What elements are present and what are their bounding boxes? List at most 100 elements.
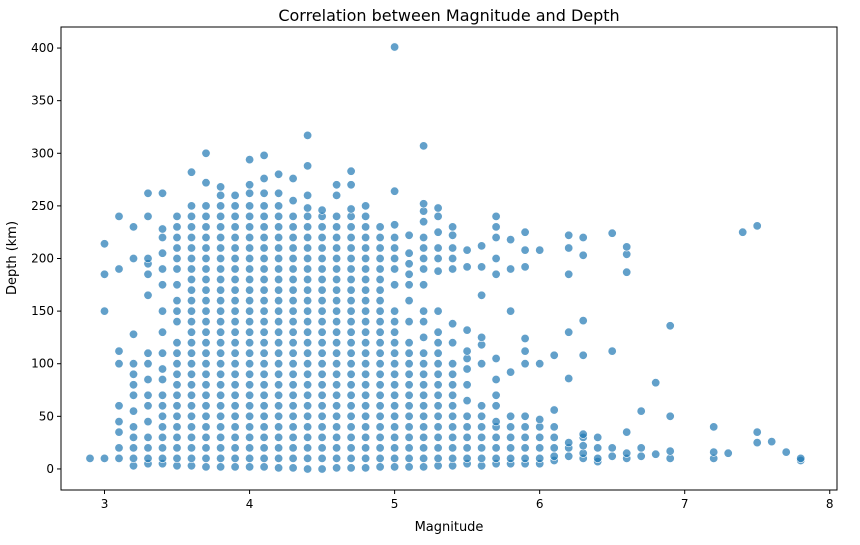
data-point xyxy=(419,280,429,290)
data-point xyxy=(259,338,269,348)
data-point xyxy=(100,453,110,463)
data-point xyxy=(404,259,414,269)
data-point xyxy=(578,316,588,326)
data-point xyxy=(317,254,327,264)
data-point xyxy=(332,254,342,264)
data-point xyxy=(245,338,255,348)
data-point xyxy=(187,327,197,337)
data-point xyxy=(564,243,574,253)
data-point xyxy=(216,306,226,316)
data-point xyxy=(433,401,443,411)
data-point xyxy=(361,443,371,453)
data-point xyxy=(317,327,327,337)
data-point xyxy=(419,380,429,390)
data-point xyxy=(462,422,472,432)
data-point xyxy=(303,264,313,274)
data-point xyxy=(462,364,472,374)
data-point xyxy=(288,264,298,274)
data-point xyxy=(375,369,385,379)
data-point xyxy=(172,233,182,243)
data-point xyxy=(187,243,197,253)
data-point xyxy=(433,453,443,463)
data-point xyxy=(303,464,313,474)
data-point xyxy=(361,285,371,295)
data-point xyxy=(404,248,414,258)
data-point xyxy=(607,346,617,356)
data-point xyxy=(419,317,429,327)
data-point xyxy=(201,453,211,463)
data-point xyxy=(332,264,342,274)
data-point xyxy=(419,411,429,421)
data-point xyxy=(332,401,342,411)
data-point xyxy=(346,243,356,253)
data-point xyxy=(274,243,284,253)
data-point xyxy=(100,239,110,249)
data-point xyxy=(332,243,342,253)
x-tick-label: 4 xyxy=(246,497,254,511)
data-point xyxy=(158,390,168,400)
data-point xyxy=(448,401,458,411)
data-point xyxy=(114,211,124,221)
data-point xyxy=(709,447,719,457)
data-point xyxy=(216,233,226,243)
y-tick-label: 250 xyxy=(31,199,54,213)
y-tick-label: 50 xyxy=(39,409,54,423)
data-point xyxy=(462,453,472,463)
data-point xyxy=(158,306,168,316)
data-point xyxy=(274,274,284,284)
data-point xyxy=(346,327,356,337)
data-point xyxy=(375,432,385,442)
data-point xyxy=(404,401,414,411)
data-point xyxy=(520,346,530,356)
data-point xyxy=(143,390,153,400)
data-point xyxy=(158,264,168,274)
data-point xyxy=(129,443,139,453)
data-point xyxy=(114,427,124,437)
data-point xyxy=(259,359,269,369)
data-point xyxy=(303,390,313,400)
data-point xyxy=(187,369,197,379)
data-point xyxy=(245,296,255,306)
data-point xyxy=(390,338,400,348)
data-point xyxy=(317,348,327,358)
data-point xyxy=(245,211,255,221)
data-point xyxy=(259,150,269,160)
data-point xyxy=(361,453,371,463)
data-point xyxy=(230,443,240,453)
data-point xyxy=(549,451,559,461)
data-point xyxy=(187,222,197,232)
data-point xyxy=(375,285,385,295)
data-point xyxy=(274,443,284,453)
x-axis-label: Magnitude xyxy=(415,520,484,535)
data-point xyxy=(216,327,226,337)
data-point xyxy=(216,453,226,463)
data-point xyxy=(361,369,371,379)
data-point xyxy=(419,332,429,342)
data-point xyxy=(404,230,414,240)
data-point xyxy=(230,390,240,400)
data-point xyxy=(274,348,284,358)
data-point xyxy=(172,243,182,253)
data-point xyxy=(375,274,385,284)
data-point xyxy=(288,348,298,358)
data-point xyxy=(216,317,226,327)
data-point xyxy=(245,453,255,463)
data-point xyxy=(419,390,429,400)
data-point xyxy=(433,254,443,264)
data-point xyxy=(259,201,269,211)
data-point xyxy=(506,235,516,245)
data-point xyxy=(201,211,211,221)
data-point xyxy=(259,369,269,379)
data-point xyxy=(332,306,342,316)
data-point xyxy=(419,348,429,358)
data-point xyxy=(172,348,182,358)
data-point xyxy=(201,348,211,358)
data-point xyxy=(274,453,284,463)
data-point xyxy=(506,367,516,377)
data-point xyxy=(245,264,255,274)
data-point xyxy=(158,422,168,432)
data-point xyxy=(187,285,197,295)
data-point xyxy=(259,453,269,463)
data-point xyxy=(288,453,298,463)
data-point xyxy=(274,254,284,264)
